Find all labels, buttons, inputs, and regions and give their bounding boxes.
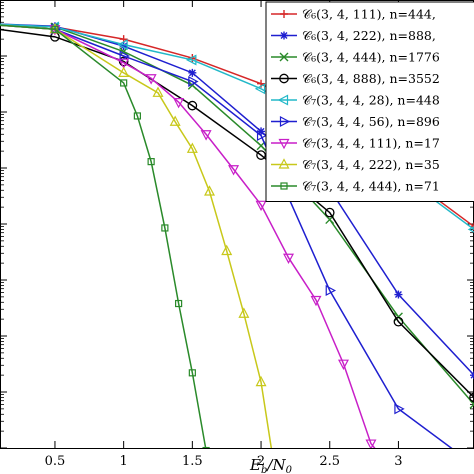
- legend-label: 𝒞₇(3, 4, 4, 56), n=896: [302, 114, 440, 129]
- legend: 𝒞₆(3, 4, 111), n=444, 𝒞₆(3, 4, 222), n=88…: [265, 1, 474, 202]
- legend-entry: 𝒞₆(3, 4, 888), n=3552: [271, 71, 440, 86]
- series-8: [0, 22, 273, 448]
- x-tick-label: 3: [394, 454, 402, 469]
- legend-box: [265, 1, 474, 202]
- data-point: [255, 375, 267, 387]
- data-point: [257, 127, 266, 136]
- data-point: [238, 307, 250, 318]
- data-point: [277, 94, 289, 106]
- series-line: [0, 28, 474, 398]
- data-point: [365, 439, 377, 448]
- data-point: [186, 54, 197, 66]
- legend-entry: 𝒞₇(3, 4, 4, 56), n=896: [271, 114, 440, 129]
- data-point: [278, 138, 290, 150]
- data-point: [175, 299, 183, 308]
- series-line: [0, 23, 474, 405]
- data-point: [393, 312, 403, 322]
- data-point: [161, 224, 169, 232]
- data-point: [256, 150, 266, 160]
- x-tick-label: 1.5: [182, 454, 203, 469]
- data-point: [394, 403, 405, 415]
- legend-entry: 𝒞₇(3, 4, 4, 222), n=35: [271, 157, 440, 172]
- data-point: [324, 207, 335, 218]
- data-point: [188, 369, 196, 377]
- data-point: [393, 316, 404, 327]
- data-point: [118, 58, 130, 69]
- data-point: [169, 115, 181, 126]
- data-point: [325, 284, 337, 296]
- data-point: [310, 295, 322, 307]
- series-4: [0, 28, 474, 403]
- data-point: [279, 73, 289, 84]
- data-point: [186, 142, 198, 153]
- legend-label: 𝒞₇(3, 4, 4, 222), n=35: [302, 157, 440, 172]
- legend-label: 𝒞₆(3, 4, 888), n=3552: [302, 71, 440, 86]
- data-point: [152, 86, 164, 97]
- data-point: [467, 226, 474, 233]
- legend-entry: 𝒞₆(3, 4, 444), n=1776: [271, 50, 440, 65]
- legend-label: 𝒞₇(3, 4, 4, 111), n=17: [302, 136, 440, 151]
- data-point: [202, 446, 210, 448]
- data-point: [188, 76, 199, 88]
- x-axis-label: Eb/N0: [249, 456, 293, 474]
- data-point: [119, 50, 130, 62]
- data-point: [118, 66, 130, 77]
- data-point: [255, 200, 267, 212]
- data-point: [147, 158, 155, 166]
- x-tick-labels: 0.5 1 1.5 2 2.5 3: [45, 454, 403, 469]
- data-point: [228, 165, 240, 176]
- legend-entry: 𝒞₇(3, 4, 4, 111), n=17: [271, 136, 440, 151]
- x-tick-label: 0.5: [45, 454, 66, 469]
- data-point: [280, 31, 288, 40]
- legend-entry: 𝒞₇(3, 4, 4, 28), n=448: [271, 93, 440, 108]
- legend-label: 𝒞₇(3, 4, 4, 444), n=71: [302, 179, 440, 194]
- data-point: [204, 185, 216, 196]
- legend-entry: 𝒞₇(3, 4, 4, 444), n=71: [271, 179, 440, 194]
- data-point: [254, 83, 266, 95]
- legend-entry: 𝒞₆(3, 4, 222), n=888,: [271, 28, 436, 43]
- series-line: [0, 24, 453, 448]
- legend-label: 𝒞₆(3, 4, 111), n=444,: [302, 7, 436, 22]
- data-point: [280, 182, 288, 190]
- series-9: [0, 24, 210, 448]
- series-line: [0, 24, 376, 448]
- data-point: [256, 130, 268, 142]
- data-point: [221, 244, 233, 256]
- x-tick-label: 1: [120, 454, 128, 469]
- data-point: [283, 253, 295, 264]
- x-tick-label: 2.5: [319, 454, 340, 469]
- legend-label: 𝒞₆(3, 4, 222), n=888,: [302, 28, 436, 43]
- data-point: [279, 116, 291, 127]
- data-point: [187, 100, 198, 111]
- series-line: [0, 24, 207, 448]
- data-point: [51, 25, 59, 33]
- data-point: [120, 79, 128, 87]
- data-point: [133, 112, 141, 120]
- data-point: [280, 10, 288, 18]
- data-point: [337, 359, 349, 370]
- data-point: [471, 460, 474, 469]
- data-point: [279, 52, 289, 62]
- legend-entry: 𝒞₆(3, 4, 111), n=444,: [271, 7, 436, 22]
- series-7: [0, 24, 377, 448]
- data-point: [188, 68, 197, 77]
- legend-label: 𝒞₇(3, 4, 4, 28), n=448: [302, 93, 440, 108]
- series-line: [0, 24, 273, 448]
- data-point: [394, 290, 403, 299]
- legend-label: 𝒞₆(3, 4, 444), n=1776: [302, 50, 440, 65]
- data-point: [119, 42, 128, 51]
- data-point: [278, 158, 290, 169]
- x-tick-label: 2: [257, 454, 265, 469]
- data-point: [200, 130, 212, 141]
- data-point: [145, 74, 157, 85]
- data-point: [173, 98, 185, 109]
- series-layer: [0, 21, 474, 469]
- data-point: [469, 399, 474, 409]
- data-point: [117, 39, 128, 51]
